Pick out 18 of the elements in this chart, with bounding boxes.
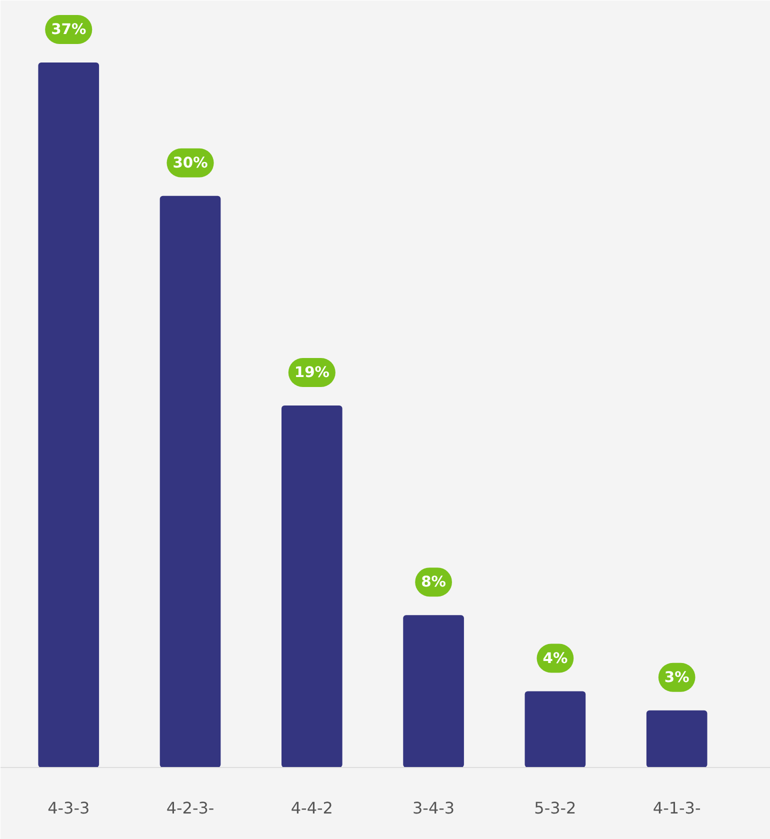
x-tick-label: 4-1-3- [652,798,701,818]
bar [524,691,586,768]
data-label: 3% [664,668,690,686]
x-tick-label: 4-3-3 [48,798,90,818]
data-label: 19% [294,364,330,381]
bar [646,710,708,768]
data-label: 8% [421,574,446,591]
bar [38,62,100,768]
bar [403,615,464,768]
data-label: 30% [172,154,208,172]
x-tick-label: 3-4-3 [412,798,455,818]
x-tick-label: 4-4-2 [290,798,333,818]
x-tick-label: 5-3-2 [534,798,576,818]
bar [281,405,342,768]
data-label: 4% [542,650,568,667]
bar [160,196,221,768]
x-tick-label: 4-2-3- [166,798,214,818]
data-label: 37% [51,21,86,38]
